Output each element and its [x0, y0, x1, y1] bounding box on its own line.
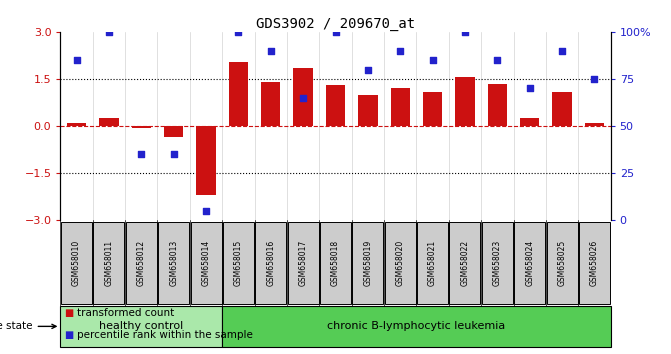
Bar: [261, 82, 280, 126]
Text: GSM658021: GSM658021: [428, 240, 437, 286]
FancyBboxPatch shape: [222, 306, 611, 347]
FancyBboxPatch shape: [417, 222, 448, 304]
Point: [524, 86, 535, 91]
Point: [589, 76, 600, 82]
Bar: [358, 95, 378, 126]
Text: GSM658011: GSM658011: [105, 240, 113, 286]
Bar: [164, 126, 183, 137]
Text: GSM658022: GSM658022: [460, 240, 470, 286]
Text: disease state: disease state: [0, 321, 56, 331]
FancyBboxPatch shape: [125, 222, 157, 304]
Text: GSM658025: GSM658025: [558, 240, 566, 286]
Bar: [520, 118, 539, 126]
Text: GSM658016: GSM658016: [266, 240, 275, 286]
Bar: [391, 88, 410, 126]
Point: [395, 48, 405, 53]
Point: [557, 48, 568, 53]
Point: [460, 29, 470, 35]
Text: percentile rank within the sample: percentile rank within the sample: [77, 330, 253, 339]
Bar: [197, 126, 216, 195]
Text: GSM658024: GSM658024: [525, 240, 534, 286]
Text: ■: ■: [64, 308, 73, 318]
Point: [492, 57, 503, 63]
Point: [298, 95, 309, 101]
Text: GSM658013: GSM658013: [169, 240, 178, 286]
Text: ■: ■: [64, 330, 73, 339]
Point: [201, 208, 211, 213]
Bar: [229, 62, 248, 126]
Point: [266, 48, 276, 53]
Bar: [293, 68, 313, 126]
Text: GSM658010: GSM658010: [72, 240, 81, 286]
Point: [362, 67, 373, 72]
FancyBboxPatch shape: [482, 222, 513, 304]
FancyBboxPatch shape: [546, 222, 578, 304]
Bar: [132, 126, 151, 127]
Text: chronic B-lymphocytic leukemia: chronic B-lymphocytic leukemia: [327, 321, 505, 331]
Point: [103, 29, 114, 35]
Bar: [488, 84, 507, 126]
Text: GSM658020: GSM658020: [396, 240, 405, 286]
Bar: [99, 118, 119, 126]
FancyBboxPatch shape: [60, 306, 222, 347]
Text: GSM658014: GSM658014: [201, 240, 211, 286]
Text: GSM658015: GSM658015: [234, 240, 243, 286]
Point: [136, 152, 147, 157]
FancyBboxPatch shape: [384, 222, 416, 304]
FancyBboxPatch shape: [352, 222, 383, 304]
FancyBboxPatch shape: [223, 222, 254, 304]
Text: GSM658019: GSM658019: [364, 240, 372, 286]
Text: GSM658026: GSM658026: [590, 240, 599, 286]
Text: GSM658012: GSM658012: [137, 240, 146, 286]
FancyBboxPatch shape: [450, 222, 480, 304]
FancyBboxPatch shape: [93, 222, 125, 304]
FancyBboxPatch shape: [579, 222, 610, 304]
Title: GDS3902 / 209670_at: GDS3902 / 209670_at: [256, 17, 415, 31]
Text: GSM658017: GSM658017: [299, 240, 307, 286]
Point: [168, 152, 179, 157]
Point: [233, 29, 244, 35]
Text: healthy control: healthy control: [99, 321, 183, 331]
Point: [71, 57, 82, 63]
Text: GSM658023: GSM658023: [493, 240, 502, 286]
FancyBboxPatch shape: [320, 222, 351, 304]
FancyBboxPatch shape: [514, 222, 546, 304]
FancyBboxPatch shape: [61, 222, 92, 304]
Text: transformed count: transformed count: [77, 308, 174, 318]
Bar: [326, 85, 345, 126]
Bar: [552, 91, 572, 126]
Bar: [584, 123, 604, 126]
Bar: [67, 123, 87, 126]
Text: GSM658018: GSM658018: [331, 240, 340, 286]
FancyBboxPatch shape: [191, 222, 221, 304]
FancyBboxPatch shape: [158, 222, 189, 304]
Point: [427, 57, 438, 63]
FancyBboxPatch shape: [288, 222, 319, 304]
Bar: [455, 78, 474, 126]
Bar: [423, 91, 442, 126]
FancyBboxPatch shape: [255, 222, 287, 304]
Point: [330, 29, 341, 35]
